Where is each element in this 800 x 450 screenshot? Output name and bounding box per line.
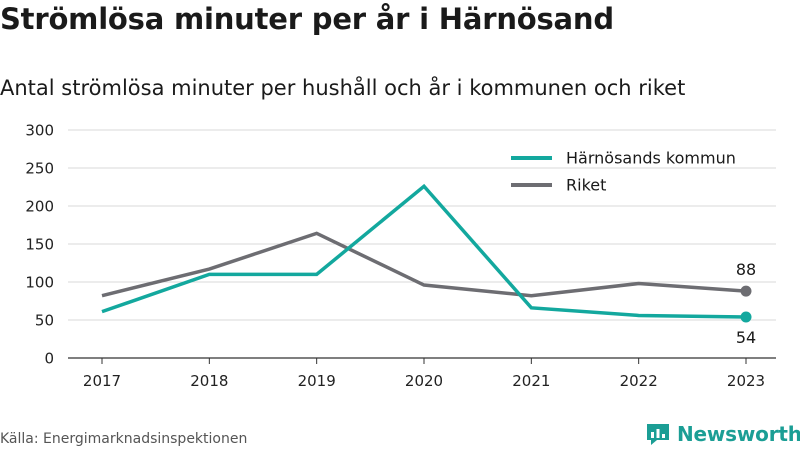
legend-label-riket: Riket (566, 176, 606, 195)
x-axis: 2017 2018 2019 2020 2021 2022 2023 (68, 357, 776, 390)
end-label-h-rn-sands-kommun: 54 (736, 328, 756, 347)
chart-title: Strömlösa minuter per år i Härnösand (0, 2, 614, 36)
end-point-riket (740, 285, 752, 297)
legend-label-h-rn-sands-kommun: Härnösands kommun (566, 149, 736, 168)
x-tick-label-2020: 2020 (405, 372, 443, 390)
y-tick-label-300: 300 (25, 122, 54, 140)
y-tick-label-100: 100 (25, 274, 54, 292)
y-tick-label-250: 250 (25, 160, 54, 178)
chart-subtitle: Antal strömlösa minuter per hushåll och … (0, 76, 686, 100)
newsworthy-icon (647, 424, 669, 445)
newsworthy-logo[interactable]: Newsworthy (645, 420, 800, 448)
x-tick-label-2019: 2019 (298, 372, 336, 390)
x-tick-label-2021: 2021 (512, 372, 550, 390)
x-tick-label-2023: 2023 (727, 372, 765, 390)
series-lines (101, 183, 752, 323)
series-line-riket (101, 231, 747, 298)
y-tick-label-50: 50 (35, 312, 54, 330)
brand-name: Newsworthy (677, 422, 800, 446)
y-tick-label-200: 200 (25, 198, 54, 216)
series-line-h-rn-sands-kommun (101, 183, 747, 319)
source-note: Källa: Energimarknadsinspektionen (0, 431, 248, 447)
x-tick-label-2022: 2022 (620, 372, 658, 390)
gridlines (68, 129, 776, 321)
y-tick-label-150: 150 (25, 236, 54, 254)
x-tick-label-2018: 2018 (190, 372, 228, 390)
x-tick-label-2017: 2017 (83, 372, 121, 390)
legend: Härnösands kommun Riket (511, 149, 736, 195)
end-label-riket: 88 (736, 260, 756, 279)
y-axis-ticks: 0 50 100 150 200 250 300 (25, 122, 54, 368)
end-labels: 54 88 (736, 260, 756, 347)
y-tick-label-0: 0 (44, 350, 54, 368)
end-point-h-rn-sands-kommun (740, 311, 752, 323)
